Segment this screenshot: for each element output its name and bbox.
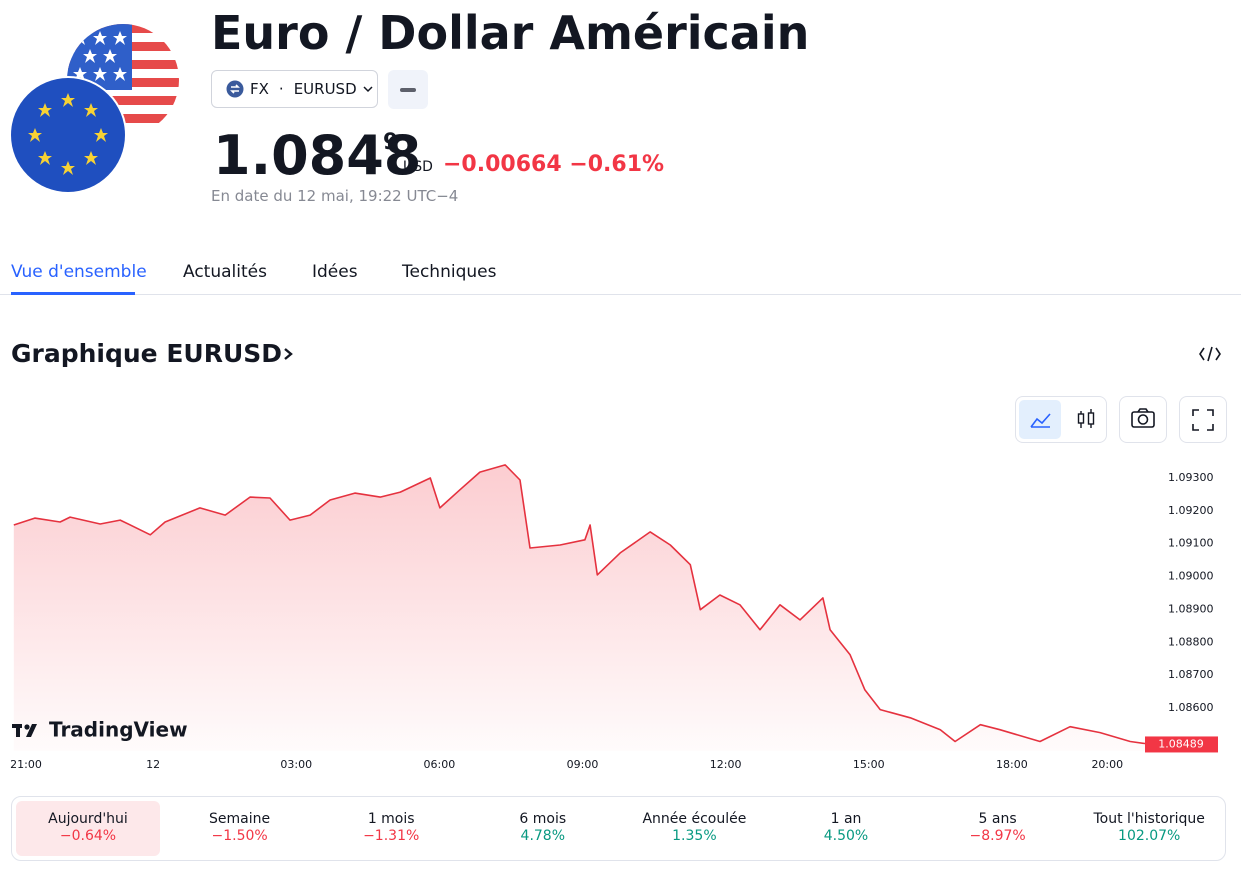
- chevron-right: [284, 348, 293, 360]
- change: −0.00664 −0.61%: [443, 152, 664, 177]
- performance-label: 5 ans: [978, 811, 1017, 827]
- performance-label: 1 an: [830, 811, 862, 827]
- timestamp: En date du 12 mai, 19:22 UTC−4: [211, 187, 459, 205]
- tab[interactable]: Vue d'ensemble: [11, 262, 147, 282]
- performance-label: Semaine: [209, 811, 271, 827]
- minus-button[interactable]: [388, 70, 428, 109]
- tab[interactable]: Idées: [312, 262, 358, 282]
- chevron-down: [363, 86, 373, 93]
- watermark-logo: [12, 724, 37, 737]
- x-tick-label: 21:00: [10, 758, 42, 771]
- performance-value: −0.64%: [59, 828, 117, 844]
- performance-cell[interactable]: Aujourd'hui −0.64%: [16, 801, 160, 856]
- tab[interactable]: Actualités: [183, 262, 267, 282]
- symbol: EURUSD: [293, 80, 357, 98]
- x-tick-label: 03:00: [280, 758, 312, 771]
- performance-value: −8.97%: [969, 828, 1026, 844]
- performance-cell[interactable]: Semaine −1.50%: [168, 801, 312, 856]
- minus-icon: [400, 88, 416, 92]
- performance-label: 1 mois: [367, 811, 415, 827]
- tab-divider: [0, 294, 1241, 295]
- y-tick-label: 1.09000: [1168, 570, 1214, 583]
- page-title: Euro / Dollar Américain: [211, 6, 810, 60]
- section-title[interactable]: Graphique EURUSD: [11, 339, 296, 368]
- y-tick-label: 1.09300: [1168, 471, 1214, 484]
- performance-value: −1.50%: [211, 828, 268, 844]
- performance-value: 102.07%: [1118, 828, 1181, 844]
- separator: ·: [278, 80, 284, 98]
- performance-label: Aujourd'hui: [48, 811, 128, 827]
- change-value: −0.00664: [443, 152, 562, 177]
- x-tick-label: 18:00: [996, 758, 1028, 771]
- price-label: 1.08489: [1158, 737, 1204, 750]
- x-tick-label: 06:00: [424, 758, 456, 771]
- price-line: [13, 464, 1153, 746]
- y-tick-label: 1.08800: [1168, 635, 1214, 648]
- section-title-text: Graphique EURUSD: [11, 339, 283, 368]
- chart-style-toolbar: [1015, 396, 1107, 443]
- x-tick-label: 20:00: [1091, 758, 1123, 771]
- performance-cell[interactable]: 5 ans −8.97%: [926, 801, 1070, 856]
- tab[interactable]: Techniques: [402, 262, 497, 282]
- price-label-box: [1145, 736, 1218, 753]
- performance-cell[interactable]: 1 mois −1.31%: [319, 801, 463, 856]
- screenshot-button[interactable]: [1119, 396, 1167, 443]
- y-tick-label: 1.08600: [1168, 701, 1214, 714]
- active-tab-indicator: [11, 292, 135, 295]
- y-tick-label: 1.08700: [1168, 668, 1214, 681]
- performance-label: Année écoulée: [642, 811, 747, 827]
- performance-label: Tout l'historique: [1093, 811, 1205, 827]
- y-tick-label: 1.09200: [1168, 504, 1214, 517]
- x-tick-label: 15:00: [853, 758, 885, 771]
- x-tick-label: 12:00: [710, 758, 742, 771]
- performance-cell[interactable]: Tout l'historique 102.07%: [1077, 801, 1221, 856]
- price: 1.0848: [213, 124, 422, 187]
- price-last-digit: 9: [383, 130, 399, 155]
- embed-button[interactable]: [1198, 344, 1222, 364]
- area-fill: [13, 464, 1153, 751]
- performance-cell[interactable]: Année écoulée 1.35%: [622, 801, 766, 856]
- camera-icon: [1131, 408, 1155, 428]
- performance-cell[interactable]: 1 an 4.50%: [774, 801, 918, 856]
- price-chart: 1.09300 1.09200 1.09100 1.09000 1.08900 1.088…: [10, 464, 1218, 771]
- performance-value: 1.35%: [672, 828, 717, 844]
- x-tick-label: 09:00: [567, 758, 599, 771]
- fullscreen-icon: [1192, 409, 1214, 431]
- y-tick-label: 1.09100: [1168, 537, 1214, 550]
- watermark: TradingView: [49, 718, 188, 742]
- performance-value: 4.50%: [823, 828, 869, 844]
- x-tick-label: 12: [146, 758, 160, 771]
- exchange: FX: [250, 80, 269, 98]
- fullscreen-button[interactable]: [1179, 396, 1227, 443]
- performance-value: −1.31%: [363, 828, 420, 844]
- symbol-button[interactable]: FX · EURUSD: [211, 70, 378, 108]
- performance-value: 4.78%: [520, 828, 566, 844]
- currency: USD: [403, 159, 433, 175]
- change-percent: −0.61%: [569, 152, 665, 177]
- performance-label: 6 mois: [519, 811, 567, 827]
- performance-cell[interactable]: 6 mois 4.78%: [471, 801, 615, 856]
- candle-style-button[interactable]: [1068, 400, 1104, 439]
- currency-flags: [9, 24, 179, 194]
- exchange-icon: [226, 80, 244, 98]
- y-tick-label: 1.08900: [1168, 602, 1214, 615]
- performance-bar: Aujourd'hui −0.64% Semaine −1.50% 1 mois −1.3…: [11, 796, 1226, 861]
- area-style-button[interactable]: [1019, 400, 1061, 439]
